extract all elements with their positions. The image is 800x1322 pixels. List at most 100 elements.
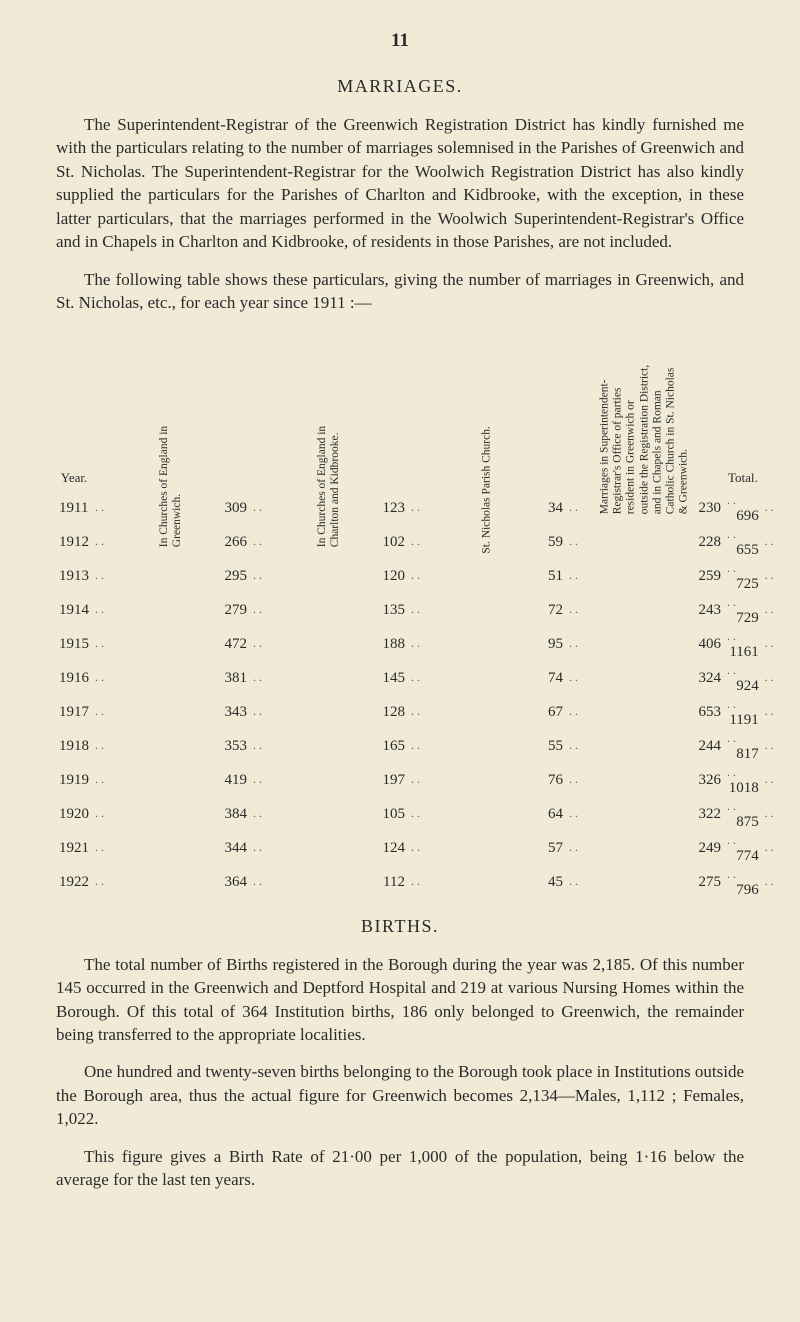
table-cell: . . 1018 <box>724 764 762 798</box>
table-cell: 1921 <box>56 832 92 866</box>
table-cell: 1922 <box>56 866 92 900</box>
marriages-table-body: 1911. . 309. . 123. . 34. . 230. . 696. … <box>56 492 800 900</box>
table-cell: . . 67 <box>408 696 566 730</box>
table-cell: . . 295 <box>92 560 250 594</box>
table-row: 1922. . 364. . 112. . 45. . 275. . 796. … <box>56 866 800 900</box>
page-number: 11 <box>56 30 744 52</box>
col-header-4-label: Marriages in Superintendent-Registrar's … <box>599 364 692 514</box>
table-cell: . . 95 <box>408 628 566 662</box>
table-cell: . . 322 <box>566 798 724 832</box>
table-cell: . . 364 <box>92 866 250 900</box>
table-cell: . . 324 <box>566 662 724 696</box>
col-header-year: Year. <box>56 329 92 492</box>
table-cell: . . 653 <box>566 696 724 730</box>
col-header-total: Total. <box>724 329 762 492</box>
table-cell: . . 104453 <box>762 798 800 832</box>
table-cell: . . 275 <box>566 866 724 900</box>
table-cell: . . 244 <box>566 730 724 764</box>
table-row: 1921. . 344. . 124. . 57. . 249. . 774. … <box>56 832 800 866</box>
table-cell: . . 94452 <box>762 662 800 696</box>
table-cell: . . 55 <box>408 730 566 764</box>
table-cell: . . 197 <box>250 764 408 798</box>
table-row: 1914. . 279. . 135. . 72. . 243. . 729. … <box>56 594 800 628</box>
table-cell: . . 725 <box>724 560 762 594</box>
table-cell: . . 101930 <box>762 866 800 900</box>
table-cell: . . 729 <box>724 594 762 628</box>
table-cell: . . 128 <box>250 696 408 730</box>
table-row: 1918. . 353. . 165. . 55. . 244. . 817. … <box>56 730 800 764</box>
table-cell: . . 353 <box>92 730 250 764</box>
table-cell: . . 419 <box>92 764 250 798</box>
table-cell: . . 105 <box>250 798 408 832</box>
table-cell: 1917 <box>56 696 92 730</box>
table-cell: . . 120 <box>250 560 408 594</box>
marriages-para-2: The following table shows these particul… <box>56 268 744 315</box>
col-header-1-label: In Churches of England in Greenwich. <box>158 397 184 547</box>
table-cell: . . 74 <box>408 662 566 696</box>
table-cell: 1912 <box>56 526 92 560</box>
table-cell: . . 96037 <box>762 594 800 628</box>
col-header-pop: Approximate Population of the districts … <box>762 329 800 492</box>
table-cell: . . 259 <box>566 560 724 594</box>
births-para-2: One hundred and twenty-seven births belo… <box>56 1060 744 1130</box>
table-cell: . . 89939 <box>762 730 800 764</box>
table-cell: 1920 <box>56 798 92 832</box>
table-cell: . . 228 <box>566 526 724 560</box>
table-cell: 1919 <box>56 764 92 798</box>
table-cell: . . 326 <box>566 764 724 798</box>
table-cell: . . 96385 <box>762 628 800 662</box>
col-header-1: In Churches of England in Greenwich. <box>92 329 250 492</box>
table-cell: . . 95992 <box>762 526 800 560</box>
table-cell: . . 817 <box>724 730 762 764</box>
table-cell: . . 102591 <box>762 764 800 798</box>
table-cell: . . 64 <box>408 798 566 832</box>
marriages-heading: MARRIAGES. <box>56 76 744 97</box>
table-cell: . . 90440 <box>762 696 800 730</box>
marriages-table-head: Year. In Churches of England in Greenwic… <box>56 329 800 492</box>
col-header-2-label: In Churches of England in Charlton and K… <box>316 397 342 547</box>
table-cell: . . 924 <box>724 662 762 696</box>
table-cell: . . 774 <box>724 832 762 866</box>
births-para-1: The total number of Births registered in… <box>56 953 744 1047</box>
table-cell: . . 57 <box>408 832 566 866</box>
table-cell: . . 1191 <box>724 696 762 730</box>
col-header-4: Marriages in Superintendent-Registrar's … <box>566 329 724 492</box>
table-row: 1913. . 295. . 120. . 51. . 259. . 725. … <box>56 560 800 594</box>
table-cell: . . 135 <box>250 594 408 628</box>
table-cell: 1914 <box>56 594 92 628</box>
table-cell: . . 112 <box>250 866 408 900</box>
table-cell: . . 45 <box>408 866 566 900</box>
table-cell: . . 95982 <box>762 492 800 526</box>
table-row: 1916. . 381. . 145. . 74. . 324. . 924. … <box>56 662 800 696</box>
table-cell: . . 472 <box>92 628 250 662</box>
births-para-3: This figure gives a Birth Rate of 21·00 … <box>56 1145 744 1192</box>
table-row: 1920. . 384. . 105. . 64. . 322. . 875. … <box>56 798 800 832</box>
table-cell: . . 279 <box>92 594 250 628</box>
table-row: 1917. . 343. . 128. . 67. . 653. . 1191.… <box>56 696 800 730</box>
table-cell: . . 875 <box>724 798 762 832</box>
table-cell: . . 165 <box>250 730 408 764</box>
table-cell: . . 384 <box>92 798 250 832</box>
table-cell: . . 145 <box>250 662 408 696</box>
table-cell: 1918 <box>56 730 92 764</box>
table-cell: . . 1161 <box>724 628 762 662</box>
table-cell: . . 100493 <box>762 832 800 866</box>
table-cell: . . 696 <box>724 492 762 526</box>
table-cell: 1916 <box>56 662 92 696</box>
table-cell: . . 188 <box>250 628 408 662</box>
table-cell: . . 655 <box>724 526 762 560</box>
page: 11 MARRIAGES. The Superintendent-Registr… <box>0 0 800 1322</box>
table-cell: . . 406 <box>566 628 724 662</box>
table-cell: . . 124 <box>250 832 408 866</box>
marriages-table: Year. In Churches of England in Greenwic… <box>56 329 800 900</box>
table-cell: . . 243 <box>566 594 724 628</box>
table-row: 1915. . 472. . 188. . 95. . 406. . 1161.… <box>56 628 800 662</box>
marriages-para-1: The Superintendent-Registrar of the Gree… <box>56 113 744 254</box>
table-cell: . . 381 <box>92 662 250 696</box>
table-cell: . . 343 <box>92 696 250 730</box>
col-header-2: In Churches of England in Charlton and K… <box>250 329 408 492</box>
table-row: 1919. . 419. . 197. . 76. . 326. . 1018.… <box>56 764 800 798</box>
table-cell: . . 76 <box>408 764 566 798</box>
table-cell: 1915 <box>56 628 92 662</box>
table-cell: . . 796 <box>724 866 762 900</box>
